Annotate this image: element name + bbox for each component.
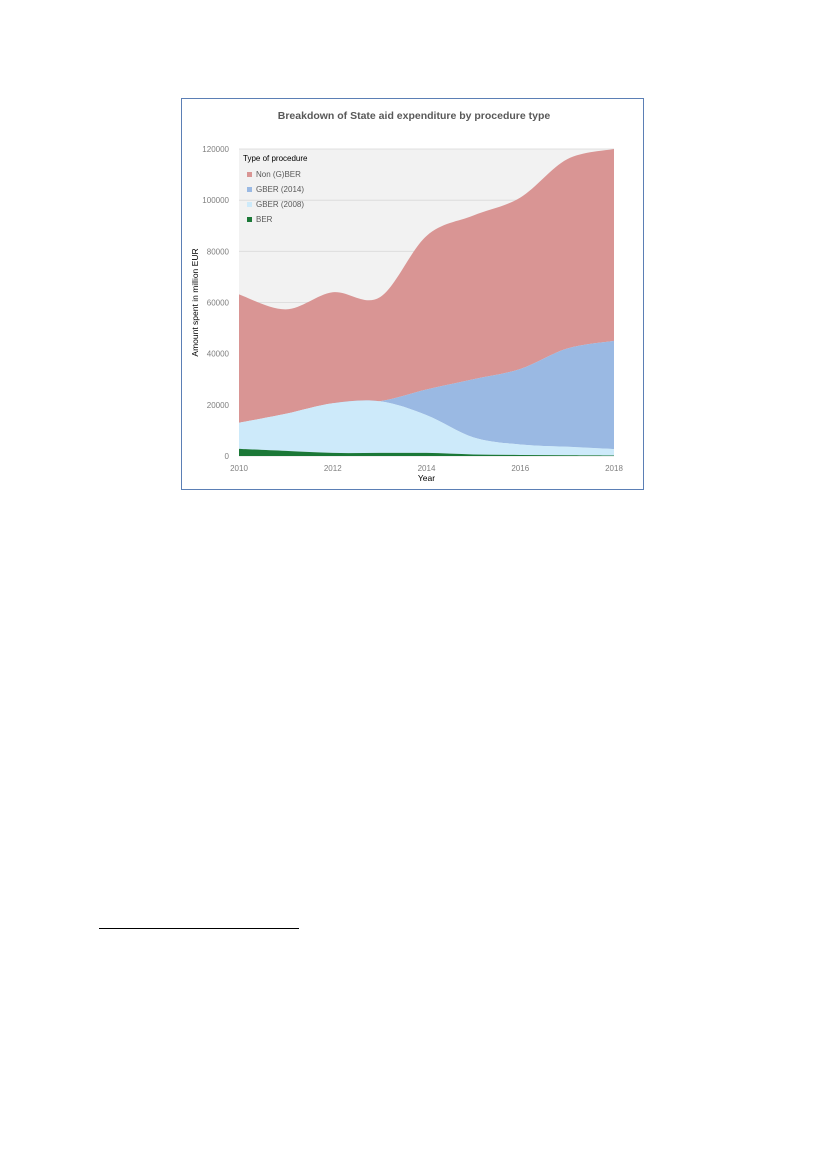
y-tick-label: 80000 (207, 247, 230, 256)
y-tick-label: 120000 (202, 145, 229, 154)
x-tick-label: 2016 (511, 464, 529, 473)
legend-label-gber-2008: GBER (2008) (256, 200, 304, 209)
x-axis-title: Year (418, 473, 435, 483)
y-tick-label: 0 (225, 452, 230, 461)
legend-swatch-non-g-ber (247, 172, 252, 177)
area-non-g-ber (239, 149, 614, 423)
x-tick-label: 2012 (324, 464, 342, 473)
legend-label-ber: BER (256, 215, 273, 224)
area-gber-2014 (239, 340, 614, 450)
x-tick-label: 2014 (418, 464, 436, 473)
legend-title: Type of procedure (243, 154, 308, 163)
legend-swatch-gber-2008 (247, 202, 252, 207)
series-areas (239, 149, 614, 456)
y-tick-label: 100000 (202, 196, 229, 205)
y-tick-label: 20000 (207, 401, 230, 410)
chart-title: Breakdown of State aid expenditure by pr… (278, 110, 551, 122)
area-ber (239, 448, 614, 456)
footnote-separator (99, 928, 299, 929)
x-tick-label: 2018 (605, 464, 623, 473)
x-tick-label: 2010 (230, 464, 248, 473)
legend-label-gber-2014: GBER (2014) (256, 185, 304, 194)
y-axis-title: Amount spent in million EUR (190, 248, 200, 356)
legend-label-non-g-ber: Non (G)BER (256, 170, 301, 179)
x-tick-labels: 2010 2012 2014 2016 2018 (230, 464, 623, 473)
legend-swatch-ber (247, 217, 252, 222)
y-tick-labels: 0 20000 40000 60000 80000 100000 120000 (202, 145, 229, 461)
legend-items: Non (G)BER GBER (2014) GBER (2008) BER (247, 170, 304, 224)
stacked-area-chart: Breakdown of State aid expenditure by pr… (190, 110, 623, 483)
y-tick-label: 60000 (207, 299, 230, 308)
area-gber-2008 (239, 400, 614, 456)
legend: Type of procedure Non (G)BER GBER (2014) G… (243, 154, 308, 224)
legend-swatch-gber-2014 (247, 187, 252, 192)
chart-frame: Breakdown of State aid expenditure by pr… (181, 98, 644, 490)
y-tick-label: 40000 (207, 350, 230, 359)
